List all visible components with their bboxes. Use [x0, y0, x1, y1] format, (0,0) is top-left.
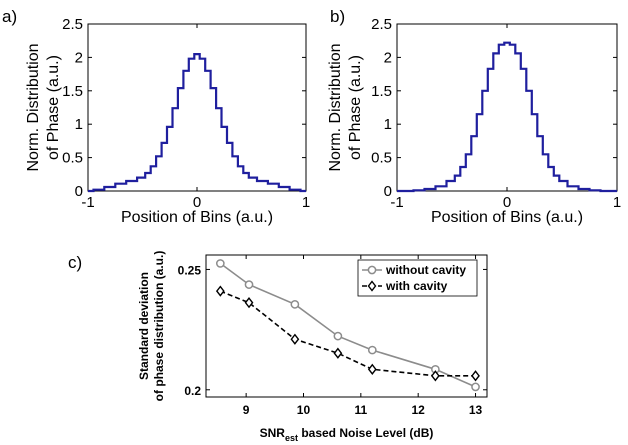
- panel-label: a): [2, 7, 17, 26]
- data-point-circle: [334, 333, 341, 340]
- x-tick-label: 9: [243, 403, 250, 417]
- data-point-diamond: [369, 365, 376, 374]
- panel-label: c): [68, 253, 82, 272]
- data-point-diamond: [217, 287, 224, 296]
- x-tick-label: 11: [354, 403, 367, 417]
- y-tick-label: 0.2: [184, 384, 201, 398]
- chart-panel-3: c) 0.2 0.25 9 10 11 12 13 Standard deviation of p…: [68, 251, 487, 443]
- data-point-circle: [291, 301, 298, 308]
- data-point-circle: [369, 346, 376, 353]
- y-axis-label: Standard deviation: [137, 272, 151, 380]
- x-tick-label: 10: [297, 403, 311, 417]
- x-axis-label: Position of Bins (a.u.): [431, 209, 583, 226]
- data-point-circle: [245, 281, 252, 288]
- data-point-diamond: [291, 335, 298, 344]
- y-tick-label: 2: [75, 49, 83, 66]
- x-tick-label: 13: [469, 403, 483, 417]
- data-point-circle: [217, 260, 224, 267]
- y-tick-label: 0.5: [62, 150, 83, 167]
- x-tick-label: 12: [412, 403, 426, 417]
- axes-box: [88, 24, 306, 191]
- x-tick-label: -1: [390, 194, 403, 211]
- y-tick-label: 2: [384, 49, 392, 66]
- x-tick-label: 1: [302, 194, 310, 211]
- series-line-2: [220, 291, 475, 376]
- x-axis-label: SNRest based Noise Level (dB): [260, 426, 434, 443]
- data-point-circle: [472, 383, 479, 390]
- y-tick-label: 2.5: [62, 16, 83, 33]
- y-axis-label: of phase distribution (a.u.): [152, 251, 166, 402]
- y-tick-label: 0.5: [371, 150, 392, 167]
- y-tick-label: 1.5: [62, 83, 83, 100]
- axes-box: [397, 24, 617, 191]
- legend-marker-circle: [368, 266, 375, 273]
- y-tick-label: 1.5: [371, 83, 392, 100]
- panel-label: b): [330, 7, 345, 26]
- x-tick-label: -1: [81, 194, 94, 211]
- distribution-step-line: [397, 43, 617, 191]
- y-axis-label: of Phase (a.u.): [347, 55, 364, 160]
- data-point-diamond: [472, 371, 479, 380]
- y-axis-label: Norm. Distribution: [327, 43, 344, 171]
- y-tick-label: 1: [75, 116, 83, 133]
- x-tick-label: 1: [613, 194, 621, 211]
- x-axis-label: Position of Bins (a.u.): [121, 209, 273, 226]
- y-axis-label: Norm. Distribution: [25, 43, 42, 171]
- y-tick-label: 0.25: [178, 263, 202, 277]
- data-point-diamond: [246, 298, 253, 307]
- y-tick-label: 1: [384, 116, 392, 133]
- data-point-diamond: [334, 349, 341, 358]
- distribution-step-line: [88, 54, 306, 191]
- legend-label: without cavity: [385, 263, 466, 277]
- y-tick-label: 2.5: [371, 16, 392, 33]
- y-axis-label: of Phase (a.u.): [45, 55, 62, 160]
- legend-label: with cavity: [385, 279, 448, 293]
